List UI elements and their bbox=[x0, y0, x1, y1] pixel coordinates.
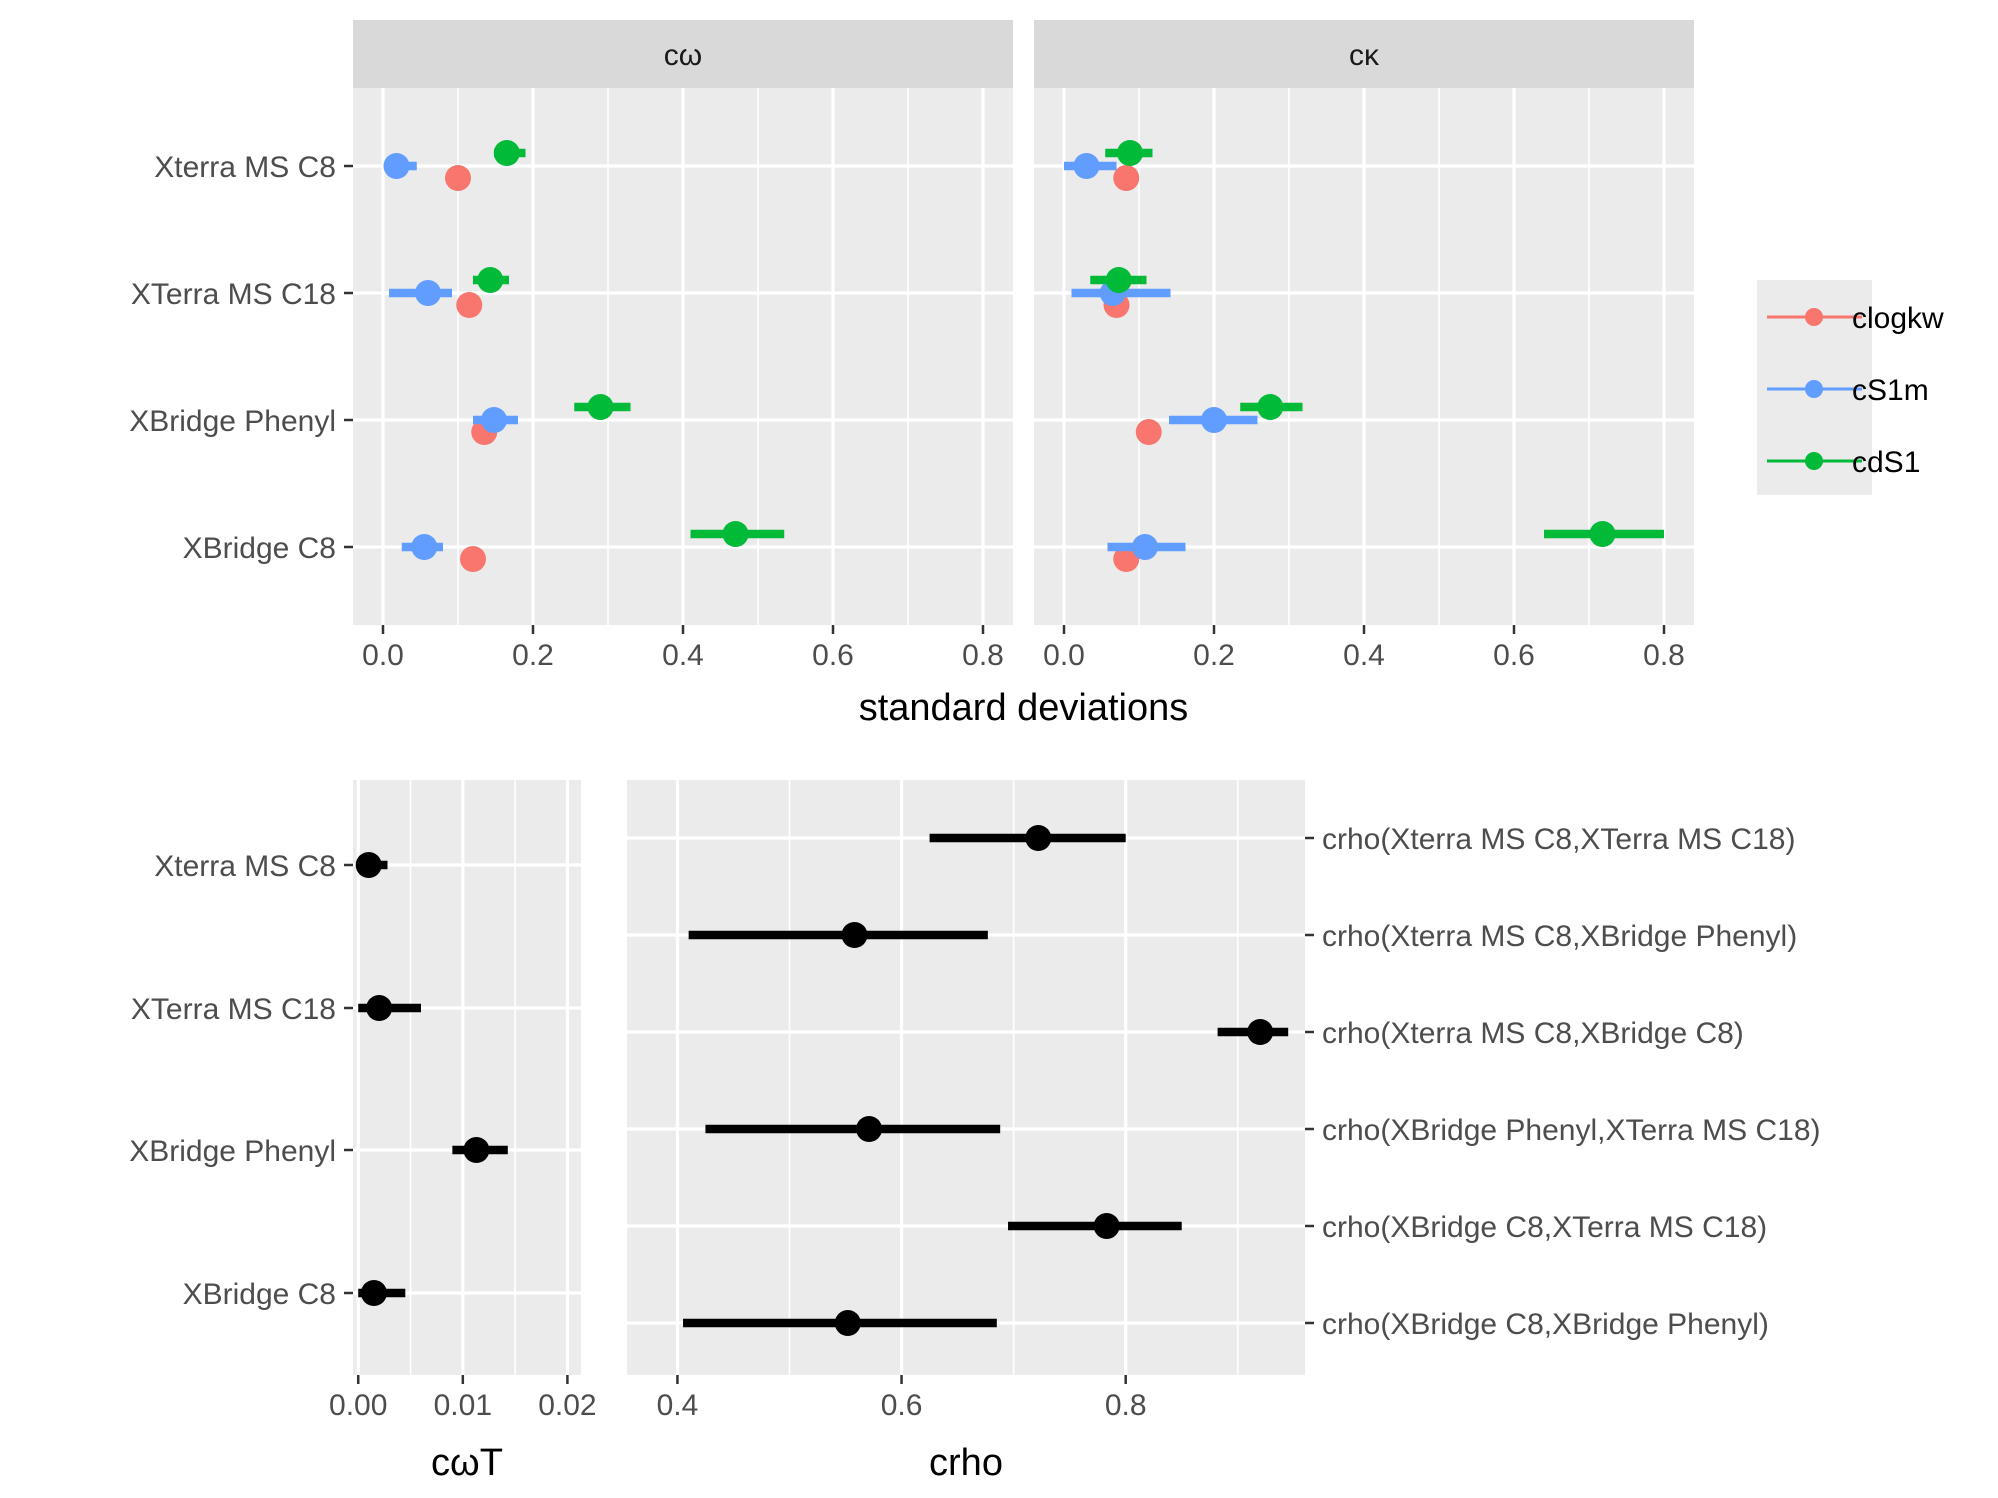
series-cS1m-point bbox=[411, 534, 438, 560]
legend-label: cS1m bbox=[1852, 374, 1929, 407]
series-clogkw-point bbox=[1113, 546, 1140, 572]
cwt-y-tick-label: XBridge Phenyl bbox=[129, 1135, 336, 1168]
top-facet-x-tick-label: 0.6 bbox=[1493, 639, 1535, 672]
series-clogkw-point bbox=[445, 165, 471, 191]
top-y-tick-label: XBridge C8 bbox=[183, 532, 336, 565]
series-clogkw-point bbox=[1135, 419, 1162, 445]
series-clogkw-point bbox=[1113, 165, 1140, 191]
crho-y-tick-label: crho(XBridge C8,XTerra MS C18) bbox=[1322, 1211, 1767, 1244]
crho-x-axis-title: crho bbox=[929, 1442, 1003, 1484]
top-x-axis-title: standard deviations bbox=[859, 687, 1189, 729]
series-cdS1-point bbox=[1117, 140, 1143, 166]
crho-y-tick-label: crho(Xterra MS C8,XBridge Phenyl) bbox=[1322, 920, 1797, 953]
series-cS1m-point bbox=[1073, 153, 1100, 179]
cwt-point bbox=[366, 995, 393, 1021]
cwt-panel-x-tick-label: 0.01 bbox=[434, 1389, 492, 1422]
crho-panel-x-tick-label: 0.4 bbox=[657, 1389, 699, 1422]
crho-point bbox=[841, 922, 868, 948]
series-cS1m-point bbox=[1201, 407, 1227, 433]
crho-panel-x-tick-label: 0.8 bbox=[1105, 1389, 1147, 1422]
series-cdS1-point bbox=[1105, 267, 1132, 293]
crho-y-tick-label: crho(XBridge Phenyl,XTerra MS C18) bbox=[1322, 1114, 1821, 1147]
cwt-point bbox=[463, 1137, 490, 1163]
legend-key-point bbox=[1805, 308, 1823, 326]
top-facet-x-tick-label: 0.0 bbox=[1043, 639, 1085, 672]
cwt-point bbox=[355, 852, 382, 878]
facet-strip bbox=[353, 20, 1013, 88]
top-facet-x-tick-label: 0.0 bbox=[362, 639, 404, 672]
top-facet-x-tick-label: 0.2 bbox=[512, 639, 554, 672]
facet-strip bbox=[1034, 20, 1694, 88]
top-facet-x-tick-label: 0.4 bbox=[662, 639, 704, 672]
crho-panel-x-tick-label: 0.6 bbox=[881, 1389, 923, 1422]
crho-point bbox=[834, 1310, 861, 1336]
top-y-tick-label: XTerra MS C18 bbox=[131, 278, 336, 311]
series-cS1m-point bbox=[415, 280, 441, 306]
top-facet-x-tick-label: 0.2 bbox=[1193, 639, 1235, 672]
crho-point bbox=[1247, 1019, 1274, 1045]
cwt-point bbox=[360, 1280, 387, 1306]
series-cdS1-point bbox=[1257, 394, 1284, 420]
legend-label: cdS1 bbox=[1852, 446, 1920, 479]
facet-strip-label: cκ bbox=[1349, 39, 1380, 72]
series-cS1m-point bbox=[481, 407, 507, 433]
series-cdS1-point bbox=[1589, 521, 1616, 547]
cwt-y-tick-label: Xterra MS C8 bbox=[154, 850, 336, 883]
cwt-y-tick-label: XTerra MS C18 bbox=[131, 993, 336, 1026]
crho-point bbox=[856, 1116, 883, 1142]
crho-y-tick-label: crho(XBridge C8,XBridge Phenyl) bbox=[1322, 1308, 1769, 1341]
series-cS1m-point bbox=[1132, 534, 1158, 560]
series-cdS1-point bbox=[493, 140, 520, 166]
top-y-tick-label: Xterra MS C8 bbox=[154, 151, 336, 184]
legend-key-point bbox=[1805, 452, 1823, 470]
series-cS1m-point bbox=[383, 153, 410, 179]
cwt-panel-panel-background bbox=[353, 780, 581, 1375]
series-cdS1-point bbox=[477, 267, 504, 293]
crho-point bbox=[1093, 1213, 1120, 1239]
crho-panel-panel-background bbox=[627, 780, 1305, 1375]
crho-y-tick-label: crho(Xterra MS C8,XTerra MS C18) bbox=[1322, 823, 1795, 856]
top-y-tick-label: XBridge Phenyl bbox=[129, 405, 336, 438]
cwt-panel-x-tick-label: 0.02 bbox=[538, 1389, 596, 1422]
crho-y-tick-label: crho(Xterra MS C8,XBridge C8) bbox=[1322, 1017, 1744, 1050]
series-cdS1-point bbox=[587, 394, 614, 420]
crho-point bbox=[1025, 825, 1052, 851]
cwt-panel-x-tick-label: 0.00 bbox=[329, 1389, 387, 1422]
top-facet-x-tick-label: 0.8 bbox=[962, 639, 1004, 672]
legend-label: clogkw bbox=[1852, 302, 1944, 335]
legend-key-point bbox=[1805, 380, 1823, 398]
series-clogkw-point bbox=[460, 546, 486, 572]
facet-strip-label: cω bbox=[664, 39, 702, 72]
top-facet-x-tick-label: 0.4 bbox=[1343, 639, 1385, 672]
series-cdS1-point bbox=[722, 521, 749, 547]
series-clogkw-point bbox=[456, 292, 483, 318]
cwt-x-axis-title: cωT bbox=[431, 1442, 503, 1484]
top-facet-x-tick-label: 0.6 bbox=[812, 639, 854, 672]
cwt-y-tick-label: XBridge C8 bbox=[183, 1278, 336, 1311]
top-facet-x-tick-label: 0.8 bbox=[1643, 639, 1685, 672]
